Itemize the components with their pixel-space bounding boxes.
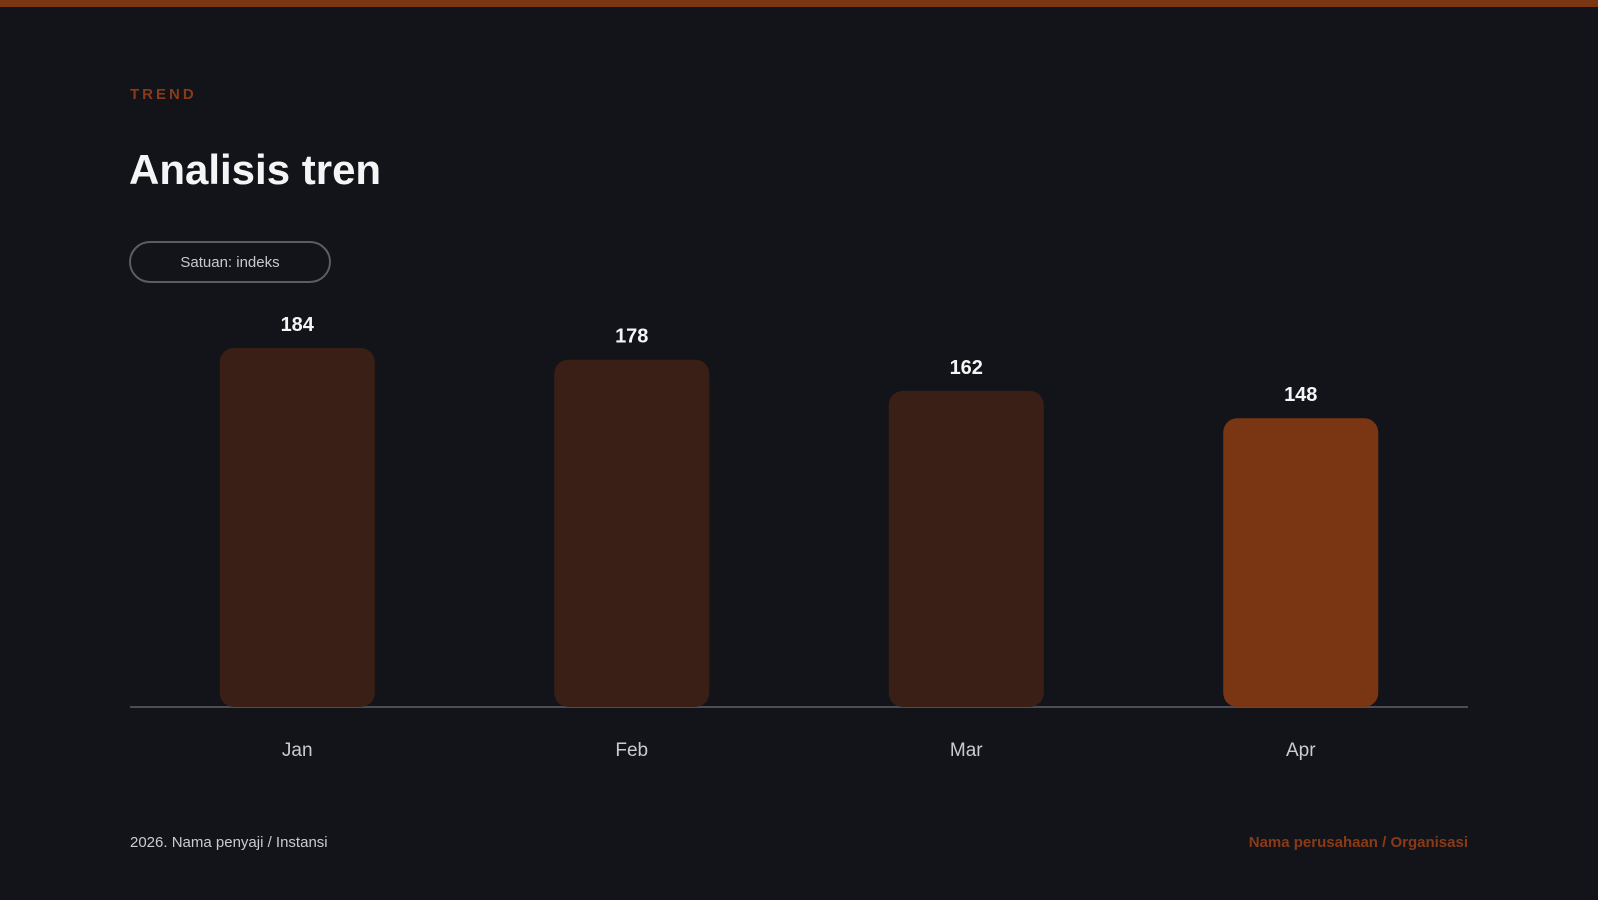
bar-feb [554, 359, 710, 707]
bar-jan [219, 348, 375, 707]
value-label-apr: 148 [1284, 384, 1317, 406]
value-label-feb: 178 [615, 326, 648, 348]
unit-badge-label: Satuan: indeks [180, 253, 280, 271]
category-label-apr: Apr [1286, 740, 1316, 761]
category-label-mar: Mar [950, 740, 983, 761]
bar-mar [888, 390, 1044, 707]
category-label-feb: Feb [615, 740, 648, 761]
bar-apr [1223, 418, 1379, 707]
page-title: Analisis tren [129, 146, 382, 193]
value-label-jan: 184 [281, 314, 315, 336]
footer-presenter: 2026. Nama penyaji / Instansi [130, 834, 328, 851]
section-eyebrow: TREND [130, 86, 197, 103]
category-label-jan: Jan [282, 740, 313, 761]
footer-organization: Nama perusahaan / Organisasi [1248, 834, 1468, 851]
top-accent-bar [0, 0, 1598, 7]
unit-badge: Satuan: indeks [129, 241, 331, 283]
value-label-mar: 162 [950, 357, 983, 379]
